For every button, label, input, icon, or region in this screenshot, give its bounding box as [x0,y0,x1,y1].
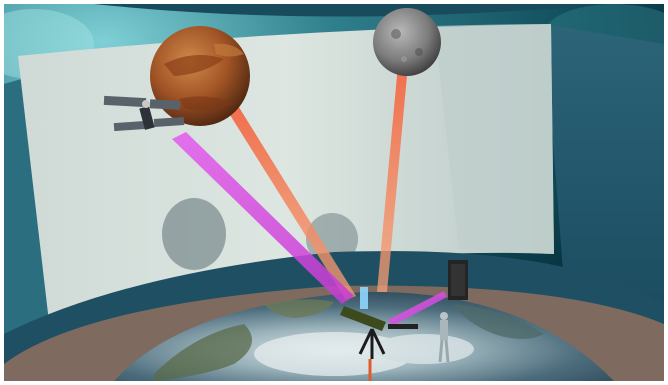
mercury-planet[interactable] [373,8,441,76]
screen-shade [434,24,554,254]
curved-projection-screen [18,24,554,322]
human-figure[interactable] [438,312,450,363]
satellite[interactable] [103,95,185,132]
mars-shadow [162,198,226,270]
speaker-box[interactable] [448,260,468,300]
vr-planetarium-scene[interactable] [4,4,664,381]
dome-wall-right [544,24,664,304]
earth-continents [154,299,544,381]
telescope[interactable] [340,287,418,381]
speaker-beam [388,291,447,326]
satellite-beam [172,132,354,304]
mercury-beam [377,54,409,292]
screen-top-shadow [94,4,604,17]
mars-beam [220,96,356,300]
mars-planet[interactable] [150,26,250,126]
game-viewport[interactable] [4,4,664,381]
